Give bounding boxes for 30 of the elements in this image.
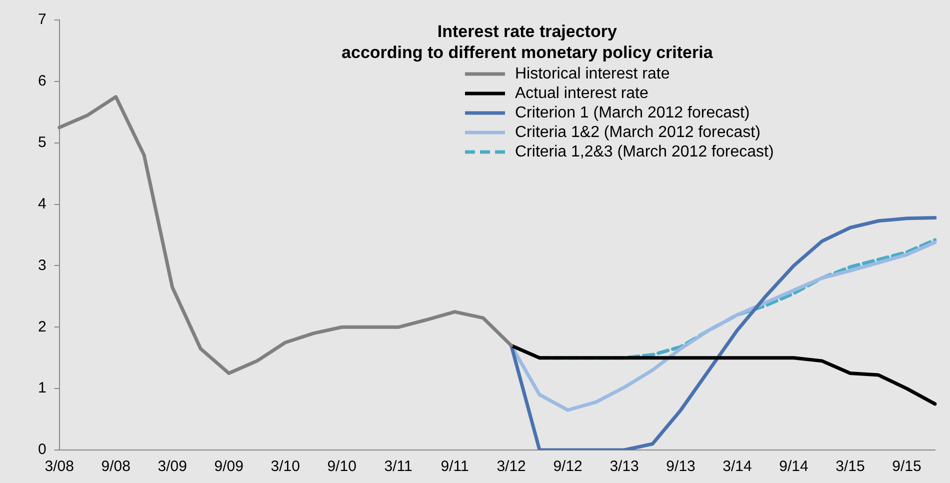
y-tick-label: 4 (38, 195, 46, 212)
x-tick-label: 9/13 (666, 458, 696, 476)
x-tick-label: 3/12 (496, 458, 526, 476)
x-tick-label: 3/13 (610, 458, 639, 476)
text: Interest rate trajectory according to different monetary policy criteria (342, 22, 714, 62)
x-tick-label: 3/11 (384, 458, 412, 476)
legend-label: Criterion 1 (March 2012 forecast) (515, 104, 750, 122)
x-tick-label: 3/09 (158, 458, 187, 476)
x-tick-label: 3/08 (44, 458, 74, 476)
x-tick-label: 3/10 (270, 458, 300, 476)
y-tick-label: 7 (38, 11, 46, 28)
x-tick-label: 3/14 (722, 458, 752, 476)
y-tick-label: 2 (38, 318, 46, 336)
y-tick-label: 1 (38, 380, 46, 397)
x-tick-label: 9/10 (327, 458, 356, 476)
legend-label: Historical interest rate (515, 65, 670, 82)
legend-label: Actual interest rate (515, 84, 648, 102)
y-tick-label: 6 (38, 72, 46, 90)
x-tick-label: 9/11 (440, 458, 469, 476)
legend-label: Criteria 1&2 (March 2012 forecast) (515, 124, 760, 141)
x-tick-label: 9/12 (553, 458, 582, 476)
x-tick-label: 9/09 (214, 458, 244, 476)
x-tick-label: 9/15 (892, 458, 922, 476)
x-tick-label: 9/08 (101, 458, 130, 476)
y-tick-label: 5 (38, 134, 46, 151)
y-tick-label: 3 (38, 256, 46, 274)
legend-label: Criteria 1,2&3 (March 2012 forecast) (515, 143, 774, 160)
x-tick-label: 3/15 (836, 458, 865, 476)
x-tick-label: 9/14 (779, 458, 808, 476)
y-tick-label: 0 (38, 441, 46, 458)
